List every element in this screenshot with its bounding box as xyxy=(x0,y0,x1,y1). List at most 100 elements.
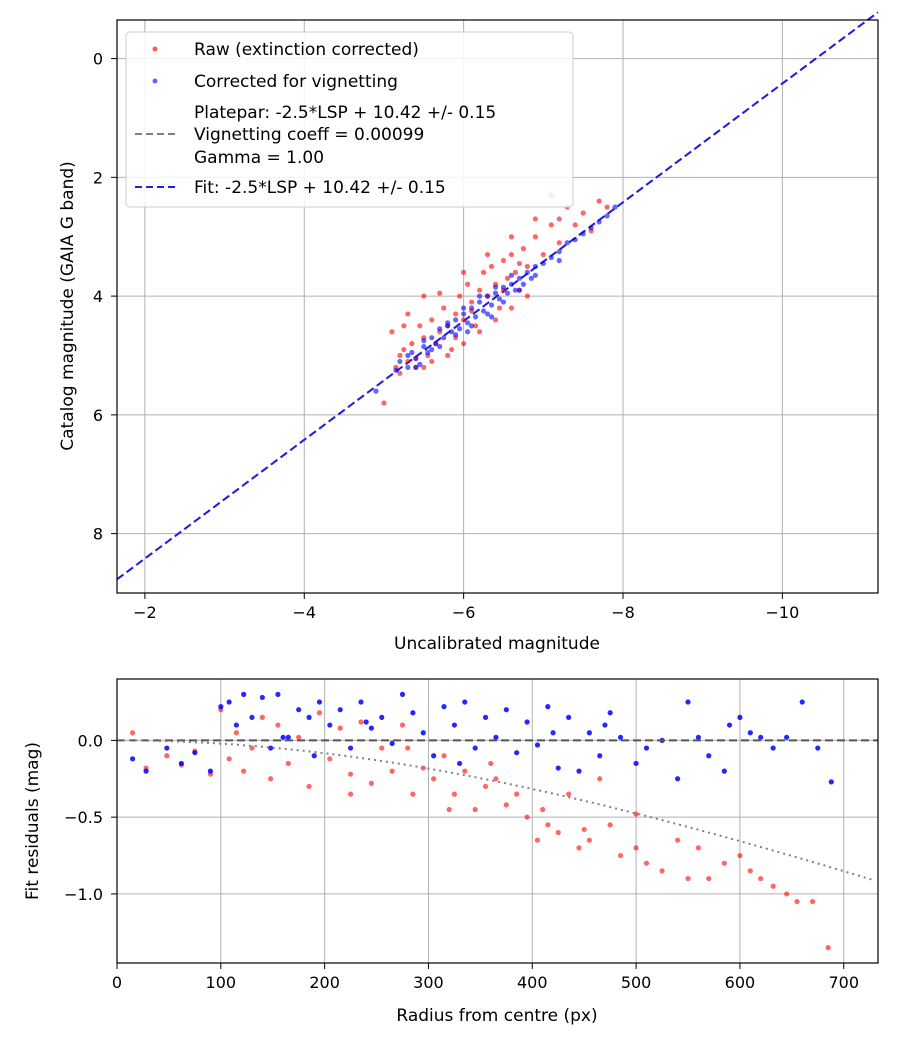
raw-point xyxy=(532,216,538,222)
raw-point xyxy=(397,352,403,359)
raw-residual-point xyxy=(275,722,281,728)
legend-raw-label: Raw (extinction corrected) xyxy=(194,40,419,60)
corrected-residual-point xyxy=(129,756,136,762)
raw-residual-point xyxy=(540,806,546,813)
top-y-tick-label: 8 xyxy=(93,525,103,544)
bottom-x-ticks: 0 100 200 300 400 500 600 700 xyxy=(112,963,859,992)
raw-point xyxy=(524,263,530,270)
corrected-residual-point xyxy=(431,753,437,759)
corrected-point xyxy=(524,269,530,275)
corrected-point xyxy=(461,311,467,317)
corrected-point xyxy=(421,343,427,350)
corrected-point xyxy=(413,364,419,370)
corrected-point xyxy=(465,329,471,335)
corrected-point xyxy=(508,272,515,278)
corrected-point xyxy=(472,314,479,320)
corrected-point xyxy=(588,225,594,231)
corrected-residual-point xyxy=(337,707,343,713)
bottom-y-tick-label: −1.0 xyxy=(64,885,103,904)
corrected-residual-point xyxy=(828,779,834,785)
corrected-residual-point xyxy=(379,714,385,720)
corrected-residual-point xyxy=(241,691,247,697)
raw-residual-point xyxy=(643,860,650,866)
corrected-residual-point xyxy=(368,725,374,731)
corrected-residual-point xyxy=(799,699,805,705)
top-y-tick-label: 6 xyxy=(93,406,103,425)
corrected-point xyxy=(449,329,455,335)
corrected-point xyxy=(373,388,379,394)
legend-raw-marker xyxy=(152,46,158,52)
raw-point xyxy=(405,358,411,365)
corrected-point xyxy=(437,343,443,350)
raw-point xyxy=(572,222,578,228)
bottom-y-ticks: 0.0 −0.5 −1.0 xyxy=(64,731,117,904)
corrected-point xyxy=(405,364,411,370)
raw-residual-point xyxy=(399,722,406,728)
corrected-point xyxy=(516,275,523,281)
raw-point xyxy=(429,358,435,365)
corrected-residual-point xyxy=(441,704,447,710)
raw-point xyxy=(476,287,483,293)
corrected-point xyxy=(500,284,507,290)
raw-residual-point xyxy=(379,745,385,751)
raw-residual-point xyxy=(368,780,374,786)
raw-point xyxy=(524,293,530,299)
raw-point xyxy=(480,269,487,275)
corrected-point xyxy=(441,335,447,341)
corrected-residual-point xyxy=(534,742,541,748)
corrected-residual-point xyxy=(275,691,281,697)
raw-residual-point xyxy=(747,868,753,874)
raw-point xyxy=(429,317,435,323)
raw-residual-point xyxy=(617,852,624,859)
raw-point xyxy=(548,222,554,228)
raw-residual-point xyxy=(431,776,437,782)
raw-point xyxy=(508,234,515,240)
raw-point xyxy=(580,210,586,216)
corrected-point xyxy=(480,308,487,314)
raw-residual-point xyxy=(503,802,509,808)
corrected-residual-point xyxy=(726,722,733,728)
corrected-residual-point xyxy=(311,753,317,759)
raw-residual-point xyxy=(259,714,265,720)
raw-point xyxy=(492,317,499,323)
raw-point xyxy=(516,260,523,267)
top-x-ticks: −2 −4 −6 −8 −10 xyxy=(133,593,799,622)
raw-residual-point xyxy=(770,883,776,889)
corrected-residual-point xyxy=(675,776,681,782)
raw-residual-point xyxy=(706,875,712,882)
raw-point xyxy=(409,341,415,347)
raw-residual-point xyxy=(825,945,831,951)
raw-point xyxy=(417,323,423,329)
bottom-x-tick-label: 600 xyxy=(725,973,756,992)
corrected-residual-point xyxy=(472,745,478,751)
corrected-point xyxy=(512,287,519,293)
corrected-point xyxy=(484,293,491,299)
raw-point xyxy=(500,257,507,264)
corrected-residual-point xyxy=(514,750,520,756)
corrected-point xyxy=(580,231,586,237)
corrected-point xyxy=(429,346,435,353)
top-chart: −2 −4 −6 −8 −10 0 2 4 6 8 Uncalibrated magnitude… xyxy=(58,11,879,654)
corrected-point xyxy=(484,311,491,317)
corrected-residual-point xyxy=(268,745,274,751)
raw-residual-point xyxy=(581,826,587,833)
corrected-residual-point xyxy=(695,734,701,740)
corrected-residual-point xyxy=(327,722,333,728)
raw-point xyxy=(421,364,427,370)
raw-residual-point xyxy=(446,806,452,813)
raw-point xyxy=(512,269,519,275)
top-x-tick-label: −6 xyxy=(452,603,476,622)
corrected-residual-point xyxy=(770,745,776,751)
corrected-residual-point xyxy=(758,734,764,740)
raw-point xyxy=(465,281,471,287)
raw-residual-point xyxy=(659,868,665,874)
raw-residual-point xyxy=(633,845,639,851)
corrected-residual-point xyxy=(550,730,556,736)
corrected-point xyxy=(429,335,435,341)
corrected-residual-point xyxy=(597,753,603,759)
corrected-point xyxy=(453,332,459,338)
corrected-point xyxy=(405,352,411,359)
raw-residual-point xyxy=(347,771,354,777)
raw-point xyxy=(389,329,395,335)
corrected-residual-point xyxy=(389,740,395,747)
